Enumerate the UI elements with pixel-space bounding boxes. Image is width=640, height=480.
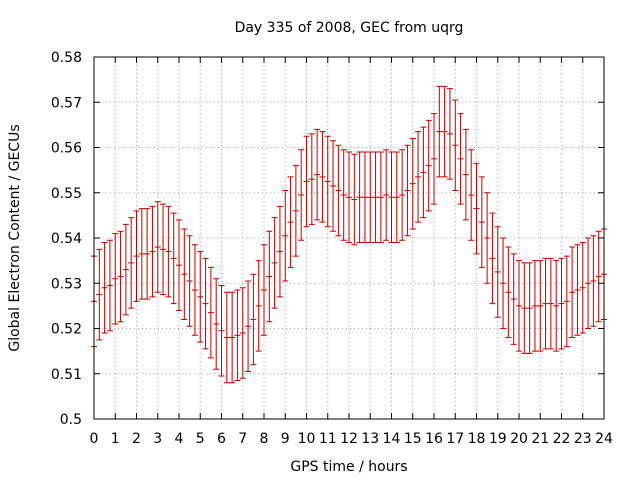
- x-tick-label: 16: [425, 431, 443, 447]
- axis-ticks: [93, 56, 605, 420]
- x-tick-label: 22: [553, 431, 571, 447]
- y-axis-label: Global Electron Content / GECUs: [7, 124, 23, 351]
- plot-frame: [93, 56, 605, 420]
- x-tick-label: 12: [340, 431, 358, 447]
- x-tick-label: 21: [531, 431, 549, 447]
- y-tick-label: 0.54: [51, 231, 82, 247]
- x-tick-label: 9: [281, 431, 290, 447]
- x-tick-label: 4: [175, 431, 184, 447]
- x-tick-label: 13: [361, 431, 379, 447]
- x-tick-label: 24: [595, 431, 613, 447]
- chart-title: Day 335 of 2008, GEC from uqrg: [235, 20, 464, 36]
- x-tick-label: 6: [217, 431, 226, 447]
- x-tick-label: 15: [404, 431, 422, 447]
- y-tick-label: 0.55: [51, 186, 82, 202]
- y-tick-label: 0.58: [51, 50, 82, 66]
- x-tick-label: 17: [446, 431, 464, 447]
- x-tick-label: 1: [111, 431, 120, 447]
- x-tick-label: 5: [196, 431, 205, 447]
- y-tick-label: 0.53: [51, 276, 82, 292]
- x-tick-label: 2: [132, 431, 141, 447]
- x-tick-label: 20: [510, 431, 528, 447]
- x-tick-label: 19: [489, 431, 507, 447]
- y-tick-label: 0.56: [51, 141, 82, 157]
- y-tick-label: 0.57: [51, 95, 82, 111]
- x-tick-label: 23: [574, 431, 592, 447]
- data-series: [91, 85, 607, 384]
- x-tick-label: 8: [260, 431, 269, 447]
- x-tick-label: 7: [238, 431, 247, 447]
- y-tick-label: 0.51: [51, 367, 82, 383]
- x-tick-label: 0: [90, 431, 99, 447]
- x-tick-label: 18: [468, 431, 486, 447]
- x-tick-label: 11: [319, 431, 337, 447]
- y-tick-label: 0.52: [51, 322, 82, 338]
- y-tick-label: 0.5: [60, 412, 82, 428]
- tick-labels: 0 1 2 3 4 5 6 7 8 9 10 11 12 13 14 15 16 17 18 19 20 21 22 23 24…: [51, 50, 613, 447]
- x-axis-label: GPS time / hours: [290, 459, 407, 475]
- x-tick-label: 10: [298, 431, 316, 447]
- x-tick-label: 3: [153, 431, 162, 447]
- x-tick-label: 14: [383, 431, 401, 447]
